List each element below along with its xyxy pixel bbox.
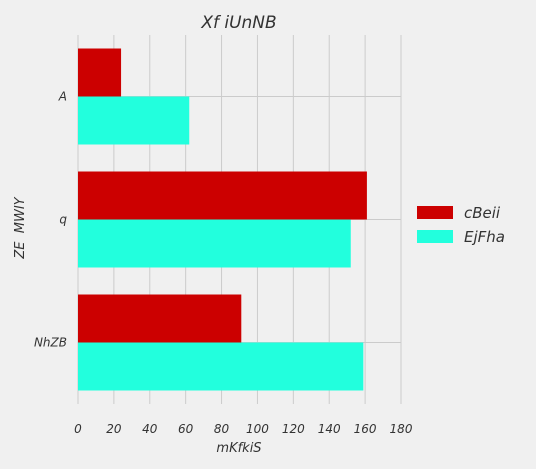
bar bbox=[78, 342, 364, 391]
x-axis-label: mKfkiS bbox=[216, 441, 261, 456]
x-tick-label: 20 bbox=[106, 422, 122, 436]
x-tick-label: 180 bbox=[390, 422, 413, 436]
bars bbox=[78, 48, 367, 391]
x-tick-label: 100 bbox=[246, 422, 269, 436]
legend-label: EjFha bbox=[464, 228, 505, 246]
y-tick-label: q bbox=[59, 213, 67, 227]
x-tick-label: 120 bbox=[282, 422, 305, 436]
legend-label: cBeii bbox=[464, 204, 501, 222]
x-tick-labels: 0 20 40 60 80 100 120 140 160 180 bbox=[74, 422, 413, 436]
y-axis-label: ZE MWIY bbox=[13, 196, 28, 259]
x-tick-label: 60 bbox=[178, 422, 194, 436]
y-tick-label: A bbox=[58, 90, 67, 104]
x-tick-label: 80 bbox=[214, 422, 230, 436]
bar bbox=[78, 48, 122, 97]
x-tick-label: 160 bbox=[354, 422, 377, 436]
x-tick-label: 140 bbox=[318, 422, 341, 436]
y-tick-label: NhZB bbox=[34, 336, 67, 350]
bar bbox=[78, 171, 367, 220]
chart-title: Xf iUnNB bbox=[200, 13, 276, 33]
bar bbox=[78, 294, 242, 343]
x-tick-label: 40 bbox=[142, 422, 158, 436]
x-tick-label: 0 bbox=[74, 422, 82, 436]
y-tick-labels: Aq NhZB bbox=[34, 90, 67, 350]
legend-swatch bbox=[417, 206, 453, 219]
bar bbox=[78, 96, 190, 145]
legend: cBeii EjFha bbox=[417, 204, 505, 246]
bar bbox=[78, 219, 351, 268]
legend-swatch bbox=[417, 230, 453, 243]
